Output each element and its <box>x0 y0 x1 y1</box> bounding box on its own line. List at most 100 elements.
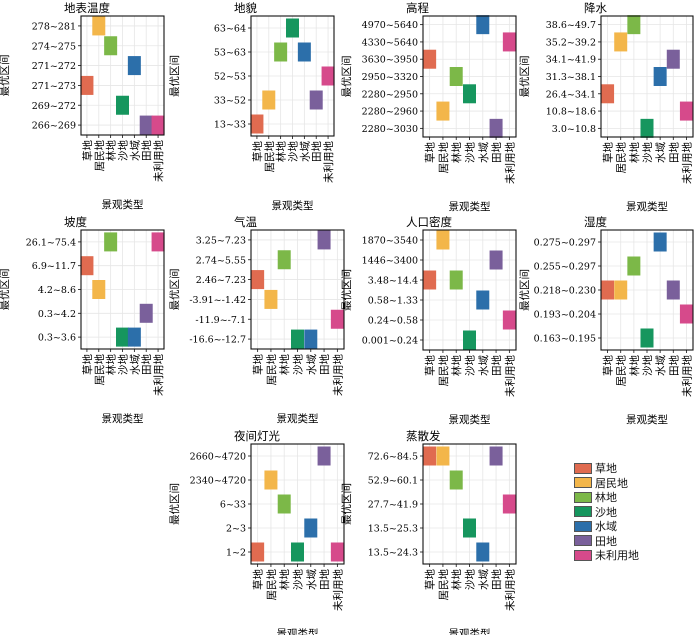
cell-林地 <box>627 15 641 35</box>
cell-居民地 <box>264 289 278 309</box>
cell-沙地 <box>463 518 476 538</box>
x-tick-label: 田地 <box>490 569 503 591</box>
x-tick-label: 田地 <box>667 142 680 163</box>
x-tick-label: 居民地 <box>265 354 278 386</box>
cell-沙地 <box>116 95 129 115</box>
y-tick-label: 35.2~39.2 <box>546 37 596 48</box>
cell-水域 <box>653 232 667 252</box>
cell-未利用地 <box>502 32 516 52</box>
cell-未利用地 <box>151 115 165 135</box>
cell-田地 <box>666 49 680 69</box>
y-tick-label: 266~269 <box>32 121 76 132</box>
y-tick-label: 52.9~60.1 <box>368 476 418 487</box>
cell-居民地 <box>436 446 450 466</box>
panel-title: 地表温度 <box>64 1 110 15</box>
x-tick-label: 未利用地 <box>322 141 335 183</box>
panel-2: 地貌 13~33 33~52 52~53 53~63 63~64 草地 居民地 林地 沙地 水域 田地… <box>168 1 335 212</box>
panel-title: 气温 <box>234 215 257 229</box>
y-tick-label: 0.163~0.195 <box>534 334 596 345</box>
y-tick-label: 33~52 <box>214 96 246 107</box>
legend-label: 田地 <box>595 534 617 548</box>
cell-水域 <box>476 290 490 310</box>
panel-title: 地貌 <box>234 1 257 15</box>
cell-居民地 <box>92 16 106 36</box>
legend-item: 林地 <box>574 490 639 505</box>
panel-title: 人口密度 <box>406 215 452 229</box>
panel-title: 蒸散发 <box>406 429 441 443</box>
cell-田地 <box>489 446 503 466</box>
cell-林地 <box>277 494 291 514</box>
x-tick-label: 未利用地 <box>503 569 516 611</box>
y-tick-label: 271~272 <box>32 61 76 72</box>
cell-田地 <box>139 115 153 135</box>
cell-林地 <box>449 470 463 490</box>
cell-水域 <box>653 67 667 86</box>
y-tick-label: 72.6~84.5 <box>368 452 418 463</box>
cell-居民地 <box>92 280 106 299</box>
x-tick-label: 林地 <box>450 355 463 376</box>
y-tick-label: 13.5~25.3 <box>368 524 418 535</box>
y-tick-label: 271~273 <box>32 81 76 92</box>
x-tick-label: 田地 <box>490 142 503 163</box>
legend-item: 田地 <box>574 534 639 549</box>
y-tick-label: 1446~3400 <box>362 256 418 267</box>
x-tick-label: 未利用地 <box>680 142 693 184</box>
cell-草地 <box>423 49 437 69</box>
x-tick-label: 沙地 <box>117 354 130 375</box>
y-tick-label: 10.8~18.6 <box>546 107 596 118</box>
y-tick-label: 0.3~3.6 <box>38 333 76 344</box>
y-tick-label: 0.58~1.33 <box>368 296 418 307</box>
x-axis-title: 景观类型 <box>449 627 491 635</box>
y-tick-label: 0.24~0.58 <box>368 316 418 327</box>
cell-未利用地 <box>502 310 516 330</box>
y-tick-label: 2.46~7.23 <box>196 275 246 286</box>
x-tick-label: 未利用地 <box>331 354 344 396</box>
y-tick-label: 3.48~14.4 <box>368 276 418 287</box>
cell-林地 <box>277 250 291 270</box>
x-axis-title: 景观类型 <box>626 200 668 213</box>
x-axis-title: 景观类型 <box>102 198 144 211</box>
legend-item: 草地 <box>574 461 639 476</box>
x-tick-label: 沙地 <box>464 142 477 163</box>
x-tick-label: 水域 <box>477 142 490 163</box>
x-tick-label: 居民地 <box>437 569 450 601</box>
panel-9: 夜间灯光 1~2 2~3 6~33 2340~4720 2660~4720 草地 居民地 林地沙… <box>168 429 345 635</box>
x-tick-label: 未利用地 <box>503 142 516 184</box>
y-tick-label: 0.275~0.297 <box>534 238 596 249</box>
legend-label: 林地 <box>595 491 617 505</box>
legend-item: 沙地 <box>574 505 639 520</box>
legend-label: 居民地 <box>595 476 628 490</box>
cell-居民地 <box>614 32 628 52</box>
cell-水域 <box>476 15 490 35</box>
y-tick-label: 269~272 <box>32 101 76 112</box>
x-tick-label: 沙地 <box>464 569 477 590</box>
x-tick-label: 林地 <box>450 142 463 163</box>
y-tick-label: 1~2 <box>226 548 246 559</box>
legend-swatch <box>574 462 592 474</box>
x-tick-label: 田地 <box>318 569 331 591</box>
x-tick-label: 沙地 <box>464 355 477 376</box>
x-tick-label: 田地 <box>490 355 503 376</box>
x-tick-label: 草地 <box>602 142 615 163</box>
x-tick-label: 居民地 <box>437 355 450 387</box>
x-tick-label: 居民地 <box>93 354 106 386</box>
cell-草地 <box>423 446 437 466</box>
cell-草地 <box>80 75 94 95</box>
y-axis-title: 最优区间 <box>0 269 11 311</box>
cell-未利用地 <box>330 542 344 562</box>
legend-swatch <box>574 506 592 518</box>
cell-田地 <box>666 280 680 300</box>
cell-田地 <box>139 303 153 323</box>
y-tick-label: 1870~3540 <box>362 236 418 247</box>
y-tick-label: 0.001~0.24 <box>362 336 418 347</box>
cell-草地 <box>423 270 437 290</box>
x-axis-title: 景观类型 <box>272 199 314 212</box>
y-tick-label: 2280~2950 <box>362 89 418 100</box>
x-tick-label: 居民地 <box>615 355 628 387</box>
x-tick-label: 沙地 <box>287 141 300 162</box>
y-axis-title: 最优区间 <box>340 269 353 311</box>
y-axis-title: 最优区间 <box>168 55 181 97</box>
cell-沙地 <box>291 329 304 349</box>
x-tick-label: 未利用地 <box>152 354 165 396</box>
